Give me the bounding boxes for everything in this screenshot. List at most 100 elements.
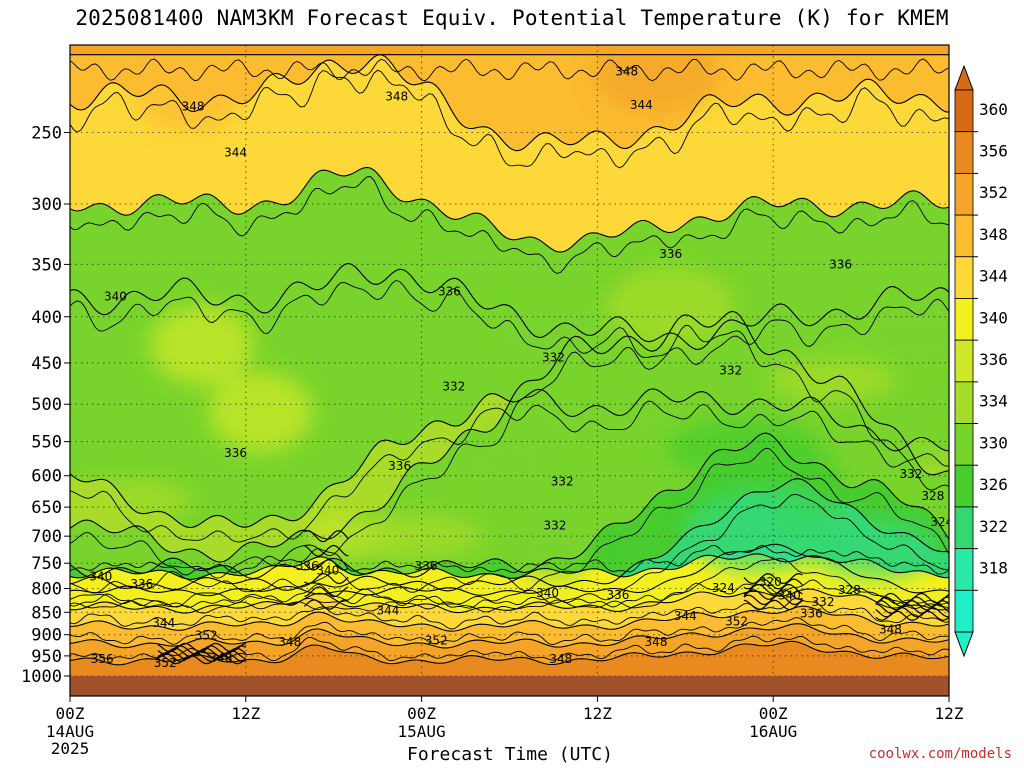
contour-tight (157, 654, 247, 665)
contour-label: 336 (829, 257, 852, 271)
contour-label: 340 (316, 563, 339, 577)
colorbar-segment (954, 256, 974, 299)
contour-tight (304, 529, 349, 543)
contour-label: 336 (415, 559, 438, 573)
colorbar-label: 334 (979, 392, 1008, 411)
contour-label: 340 (536, 586, 559, 600)
x-tick-label: 12Z (231, 704, 260, 723)
contour-intermediate (70, 69, 949, 169)
contour-label: 348 (209, 651, 232, 665)
contour-intermediate (70, 58, 949, 82)
y-axis: 250 300 350 400 450 500 550 600 650 700 750 800 850 9… (21, 123, 70, 687)
band-aloft-352 (70, 45, 949, 55)
contour-label: 348 (879, 622, 902, 636)
contour-label: 344 (674, 609, 697, 623)
contour-intermediate (70, 280, 949, 366)
colorbar-label: 318 (979, 559, 1008, 578)
colorbar-label: 356 (979, 142, 1008, 161)
colorbar-segment (954, 589, 974, 633)
feature-patch (135, 68, 240, 131)
colorbar: 360 356 352 348 344 340 336 334 330 326 322 318 (954, 64, 1008, 658)
contour-low-340 (70, 553, 949, 580)
contour-344 (70, 166, 949, 253)
x-tick-label: 00Z (759, 704, 788, 723)
feature-patch (70, 479, 193, 524)
contour-label: 344 (152, 616, 175, 630)
contour-tight (743, 583, 803, 595)
contour-label: 344 (376, 603, 399, 617)
contour-low-intermediate (70, 617, 949, 646)
y-tick-label: 700 (31, 527, 62, 547)
contour-label: 336 (130, 577, 153, 591)
contour-tight (157, 650, 247, 660)
colorbar-label: 360 (979, 100, 1008, 119)
x-tick-label: 00Z (56, 704, 85, 723)
contour-label: 320 (759, 575, 782, 589)
plot-frame (69, 44, 950, 697)
contour-tight (304, 573, 349, 585)
contour-label: 348 (278, 635, 301, 649)
contour-tight (875, 610, 949, 621)
contour-low-348 (70, 605, 949, 632)
contour-label: 340 (104, 290, 127, 304)
contour-336 (70, 388, 949, 529)
contour-330 (70, 432, 949, 580)
contour-348 (70, 54, 949, 152)
contour-label: 336 (388, 459, 411, 473)
contour-intermediate (70, 447, 949, 594)
contour-label: 332 (442, 380, 465, 394)
contour-label: 348 (615, 65, 638, 79)
x-tick-label: 12Z (935, 704, 964, 723)
contour-label: 348 (549, 652, 572, 666)
contour-label: 352 (425, 633, 448, 647)
contour-label: 332 (719, 364, 742, 378)
colorbar-segment (954, 548, 974, 591)
contour-label: 332 (812, 595, 835, 609)
contour-label: 336 (800, 607, 823, 621)
contour-label: 332 (551, 475, 574, 489)
feature-patch (149, 305, 254, 386)
x-axis-label: Forecast Time (UTC) (407, 744, 613, 765)
colorbar-segment (954, 172, 974, 216)
colorbar-segment (954, 506, 974, 550)
y-tick-label: 750 (31, 554, 62, 574)
contour-label: 344 (224, 145, 247, 159)
colorbar-label: 326 (979, 475, 1008, 494)
contour-label: 348 (645, 635, 668, 649)
y-tick-label: 950 (31, 647, 62, 667)
contour-label: 344 (630, 98, 653, 112)
colorbar-segment (954, 298, 974, 341)
colorbar-segment (954, 464, 974, 508)
contour-tight (875, 603, 949, 615)
y-tick-label: 800 (31, 580, 62, 600)
colorbar-label: 344 (979, 267, 1008, 286)
contour-label: 332 (542, 351, 565, 365)
colorbar-segment (954, 89, 974, 133)
y-tick-label: 900 (31, 626, 62, 646)
contour-label: 324 (930, 515, 953, 529)
contour-label: 340 (89, 570, 112, 584)
contour-326 (70, 478, 949, 592)
x-tick-date-label: 14AUG (46, 722, 94, 741)
contour-tight (743, 578, 803, 590)
colorbar-segment (954, 339, 974, 383)
grid-lines (70, 45, 949, 677)
credit-link[interactable]: coolwx.com/models (868, 746, 1012, 762)
contour-label: 352 (725, 614, 748, 628)
contour-intermediate (70, 493, 949, 608)
colorbar-segment (954, 131, 974, 174)
contour-intermediate (70, 176, 949, 274)
feature-patch (513, 516, 594, 579)
x-tick-date-label: 15AUG (398, 722, 446, 741)
contour-intermediate (70, 400, 949, 543)
contour-label: 340 (778, 588, 801, 602)
contour-tight (875, 599, 949, 611)
x-tick-date-label: 2025 (51, 739, 90, 758)
contour-label: 352 (154, 656, 177, 670)
contour-lines (70, 54, 949, 666)
feature-patch (843, 304, 949, 367)
